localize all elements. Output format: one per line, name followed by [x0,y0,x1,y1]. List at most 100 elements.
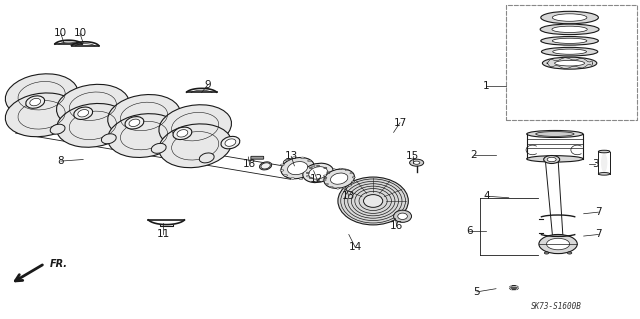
Ellipse shape [221,137,240,149]
Ellipse shape [281,158,314,179]
Ellipse shape [306,172,310,174]
Ellipse shape [539,234,577,254]
Ellipse shape [348,185,351,186]
Ellipse shape [311,171,315,172]
Ellipse shape [261,163,270,169]
Ellipse shape [108,94,180,138]
Text: SK73-S1600B: SK73-S1600B [531,302,582,311]
Ellipse shape [324,169,355,188]
Text: 4: 4 [483,191,490,201]
Ellipse shape [544,252,548,254]
Ellipse shape [324,175,327,176]
Ellipse shape [351,181,355,182]
Ellipse shape [350,173,353,174]
Ellipse shape [316,165,320,167]
Ellipse shape [327,171,330,173]
Ellipse shape [324,167,327,169]
FancyBboxPatch shape [251,156,264,159]
Ellipse shape [398,213,408,219]
Ellipse shape [301,157,305,159]
Ellipse shape [26,96,45,108]
Ellipse shape [541,11,598,24]
Ellipse shape [78,109,88,117]
Ellipse shape [339,168,342,169]
Ellipse shape [159,124,232,168]
Ellipse shape [309,167,312,169]
Ellipse shape [332,169,335,170]
Ellipse shape [225,139,236,146]
Ellipse shape [324,177,327,179]
Ellipse shape [307,175,310,177]
Text: 12: 12 [310,174,323,184]
Text: 7: 7 [595,207,602,217]
Ellipse shape [552,38,587,43]
Ellipse shape [151,143,166,153]
Ellipse shape [56,103,129,147]
Ellipse shape [345,169,348,171]
Ellipse shape [338,177,408,225]
Ellipse shape [543,155,559,164]
Text: 5: 5 [474,287,480,297]
Text: 1: 1 [483,81,490,91]
Ellipse shape [108,114,180,158]
Text: 14: 14 [349,242,362,252]
Ellipse shape [177,130,188,137]
Ellipse shape [173,127,192,139]
Ellipse shape [413,161,420,164]
Ellipse shape [284,159,292,165]
Ellipse shape [5,74,78,118]
Ellipse shape [30,98,40,106]
Ellipse shape [598,173,610,175]
Ellipse shape [568,252,572,254]
Ellipse shape [74,107,93,119]
Ellipse shape [509,286,518,290]
Ellipse shape [394,210,412,222]
Ellipse shape [308,167,328,179]
Ellipse shape [101,134,116,144]
Text: 18: 18 [243,159,256,169]
Ellipse shape [598,150,610,153]
Ellipse shape [316,179,320,181]
Ellipse shape [527,130,583,137]
Ellipse shape [308,160,312,162]
Ellipse shape [260,162,271,170]
Ellipse shape [336,188,339,189]
Text: FR.: FR. [50,259,68,269]
Text: 13: 13 [285,151,298,161]
Ellipse shape [330,187,333,188]
Ellipse shape [543,57,597,69]
Ellipse shape [540,24,599,35]
Ellipse shape [292,157,296,158]
Ellipse shape [547,157,556,162]
Ellipse shape [343,187,346,189]
Ellipse shape [410,159,424,166]
Ellipse shape [129,119,140,127]
Text: 8: 8 [58,156,64,166]
Text: 11: 11 [157,229,170,240]
Text: 6: 6 [466,226,472,236]
Ellipse shape [56,84,129,128]
Ellipse shape [284,174,287,176]
Ellipse shape [159,105,232,149]
Text: 10: 10 [54,28,67,39]
Text: 16: 16 [390,221,403,232]
Ellipse shape [536,131,574,137]
Text: 10: 10 [74,28,86,39]
Ellipse shape [199,153,214,163]
Ellipse shape [364,195,383,207]
Ellipse shape [50,124,65,134]
Ellipse shape [299,178,303,180]
Text: 17: 17 [394,118,406,128]
Text: 7: 7 [595,229,602,240]
Ellipse shape [285,159,289,161]
Ellipse shape [552,26,588,33]
Ellipse shape [311,165,315,167]
Ellipse shape [552,14,587,21]
Ellipse shape [553,49,586,54]
Ellipse shape [280,170,284,171]
Ellipse shape [330,173,348,184]
Text: 15: 15 [406,151,419,161]
Text: 3: 3 [592,159,598,169]
Ellipse shape [555,60,584,66]
Text: 9: 9 [205,79,211,90]
